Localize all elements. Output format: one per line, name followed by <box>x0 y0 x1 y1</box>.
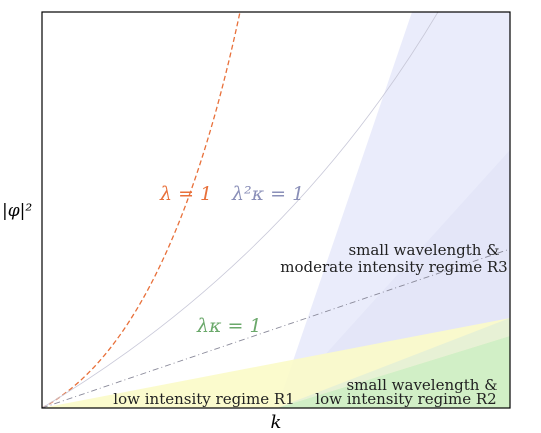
curve-lambda2-kappa-1 <box>41 11 439 409</box>
region-r2-overlap <box>277 318 510 408</box>
region-shading <box>42 12 510 408</box>
label-r3-line2: moderate intensity regime R3 <box>280 258 507 276</box>
label-r1: low intensity regime R1 <box>113 390 294 408</box>
plot-frame <box>41 11 511 409</box>
label-r2-line2: low intensity regime R2 <box>315 390 496 408</box>
curve-lambda-1 <box>41 11 241 409</box>
label-lambda-kappa-1: λκ = 1 <box>196 315 262 337</box>
x-axis-label: k <box>271 412 282 433</box>
label-r3-line1: small wavelength & <box>348 241 499 259</box>
label-lambda2-kappa-1: λ²κ = 1 <box>231 183 304 205</box>
label-r2-line1: small wavelength & <box>346 376 497 394</box>
curve-lambda-kappa-1 <box>41 248 511 409</box>
label-lambda-1: λ = 1 <box>159 183 212 205</box>
y-axis-label: |φ|² <box>2 201 32 221</box>
